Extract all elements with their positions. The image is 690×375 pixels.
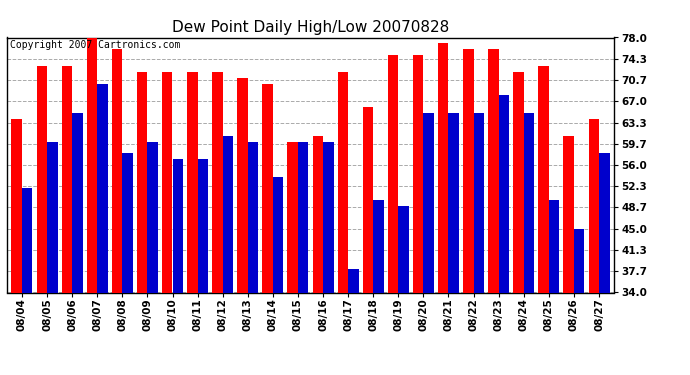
Bar xyxy=(388,55,398,375)
Bar xyxy=(122,153,133,375)
Bar xyxy=(463,49,473,375)
Bar xyxy=(288,142,298,375)
Bar xyxy=(187,72,197,375)
Bar xyxy=(524,113,534,375)
Bar xyxy=(97,84,108,375)
Bar xyxy=(112,49,122,375)
Bar xyxy=(137,72,148,375)
Bar xyxy=(237,78,248,375)
Bar xyxy=(538,66,549,375)
Bar xyxy=(363,107,373,375)
Bar xyxy=(438,43,449,375)
Bar xyxy=(197,159,208,375)
Bar xyxy=(499,96,509,375)
Bar xyxy=(47,142,57,375)
Bar xyxy=(87,38,97,375)
Bar xyxy=(162,72,172,375)
Bar xyxy=(348,269,359,375)
Bar xyxy=(61,66,72,375)
Bar xyxy=(337,72,348,375)
Bar xyxy=(72,113,83,375)
Bar xyxy=(373,200,384,375)
Bar xyxy=(148,142,158,375)
Bar xyxy=(574,229,584,375)
Bar xyxy=(424,113,434,375)
Bar xyxy=(172,159,183,375)
Bar xyxy=(323,142,333,375)
Bar xyxy=(599,153,609,375)
Bar xyxy=(589,118,599,375)
Bar xyxy=(12,118,22,375)
Bar xyxy=(223,136,233,375)
Bar xyxy=(212,72,223,375)
Bar xyxy=(22,188,32,375)
Bar xyxy=(473,113,484,375)
Bar xyxy=(298,142,308,375)
Bar xyxy=(248,142,258,375)
Bar xyxy=(549,200,560,375)
Bar xyxy=(398,206,409,375)
Bar xyxy=(273,177,284,375)
Text: Copyright 2007 Cartronics.com: Copyright 2007 Cartronics.com xyxy=(10,40,180,50)
Bar xyxy=(564,136,574,375)
Bar xyxy=(413,55,424,375)
Bar xyxy=(262,84,273,375)
Bar xyxy=(513,72,524,375)
Bar xyxy=(313,136,323,375)
Bar xyxy=(448,113,459,375)
Bar xyxy=(488,49,499,375)
Title: Dew Point Daily High/Low 20070828: Dew Point Daily High/Low 20070828 xyxy=(172,20,449,35)
Bar xyxy=(37,66,47,375)
